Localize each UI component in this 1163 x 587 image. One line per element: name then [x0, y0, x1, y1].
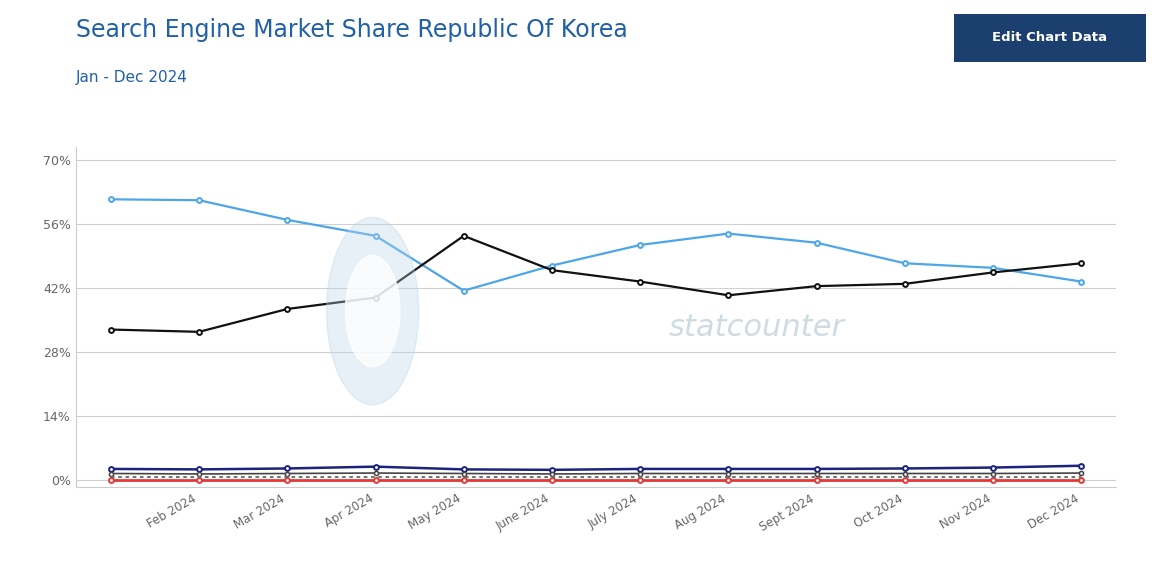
Text: Jan - Dec 2024: Jan - Dec 2024 — [76, 70, 187, 86]
Polygon shape — [327, 217, 419, 405]
Text: Search Engine Market Share Republic Of Korea: Search Engine Market Share Republic Of K… — [76, 18, 627, 42]
Text: statcounter: statcounter — [669, 313, 844, 342]
Text: Edit Chart Data: Edit Chart Data — [992, 31, 1107, 44]
Polygon shape — [345, 255, 400, 367]
